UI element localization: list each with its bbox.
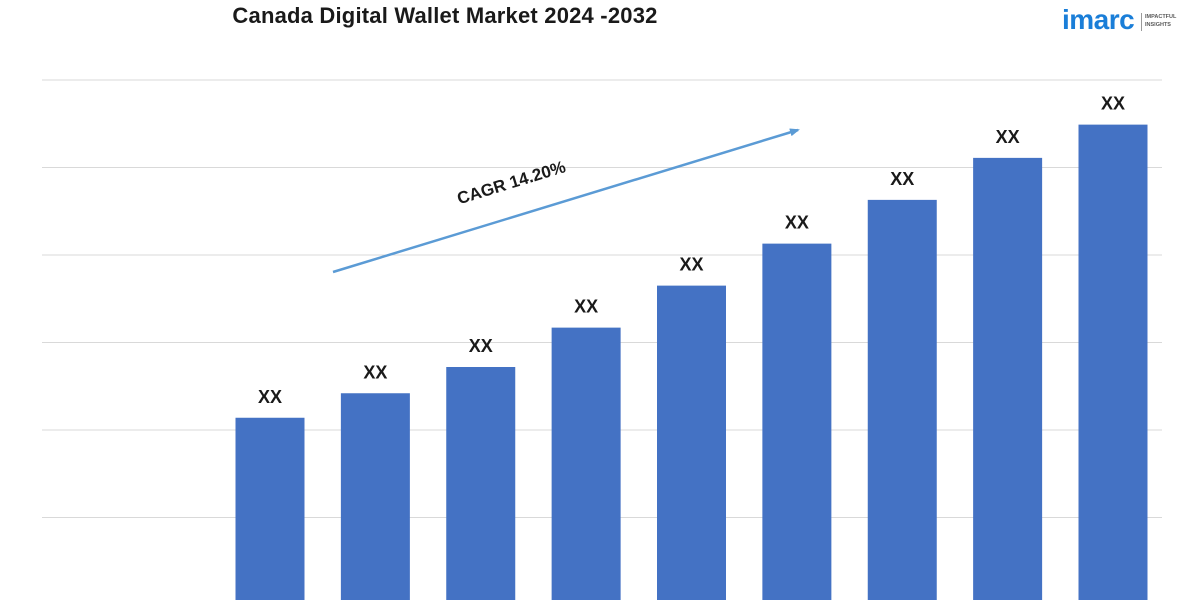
logo-wordmark: imarc [1062,4,1135,35]
bar-value-label-5: XX [679,255,703,275]
bar-5 [657,285,726,600]
logo-tagline-line-1: IMPACTFUL [1145,14,1177,20]
bar-value-label-8: XX [996,127,1020,147]
bar-9 [1078,124,1148,600]
logo-tagline-line-2: INSIGHTS [1145,22,1171,28]
logo-tagline: IMPACTFUL INSIGHTS [1145,13,1176,29]
data-labels: XX XX XX XX XX XX XX XX XX [258,94,1125,407]
bar-value-label-7: XX [890,169,914,189]
bars [235,124,1148,600]
bar-4 [551,327,621,600]
bar-value-label-1: XX [258,387,282,407]
bar-3 [446,367,516,600]
cagr-arrow [332,128,800,274]
bar-2 [340,393,410,600]
cagr-annotation: CAGR 14.20% [332,128,800,274]
bar-value-label-9: XX [1101,94,1125,114]
bar-value-label-4: XX [574,297,598,317]
cagr-label: CAGR 14.20% [455,157,568,208]
imarc-logo: imarc IMPACTFUL INSIGHTS [1062,0,1200,40]
chart-title: Canada Digital Wallet Market 2024 -2032 [232,3,658,28]
bar-value-label-6: XX [785,213,809,233]
bar-value-label-3: XX [469,336,493,356]
bar-6 [762,243,832,600]
bar-value-label-2: XX [363,362,387,382]
bar-7 [867,199,937,600]
bar-1 [235,417,305,600]
bar-8 [973,157,1043,600]
logo-divider [1141,13,1142,31]
